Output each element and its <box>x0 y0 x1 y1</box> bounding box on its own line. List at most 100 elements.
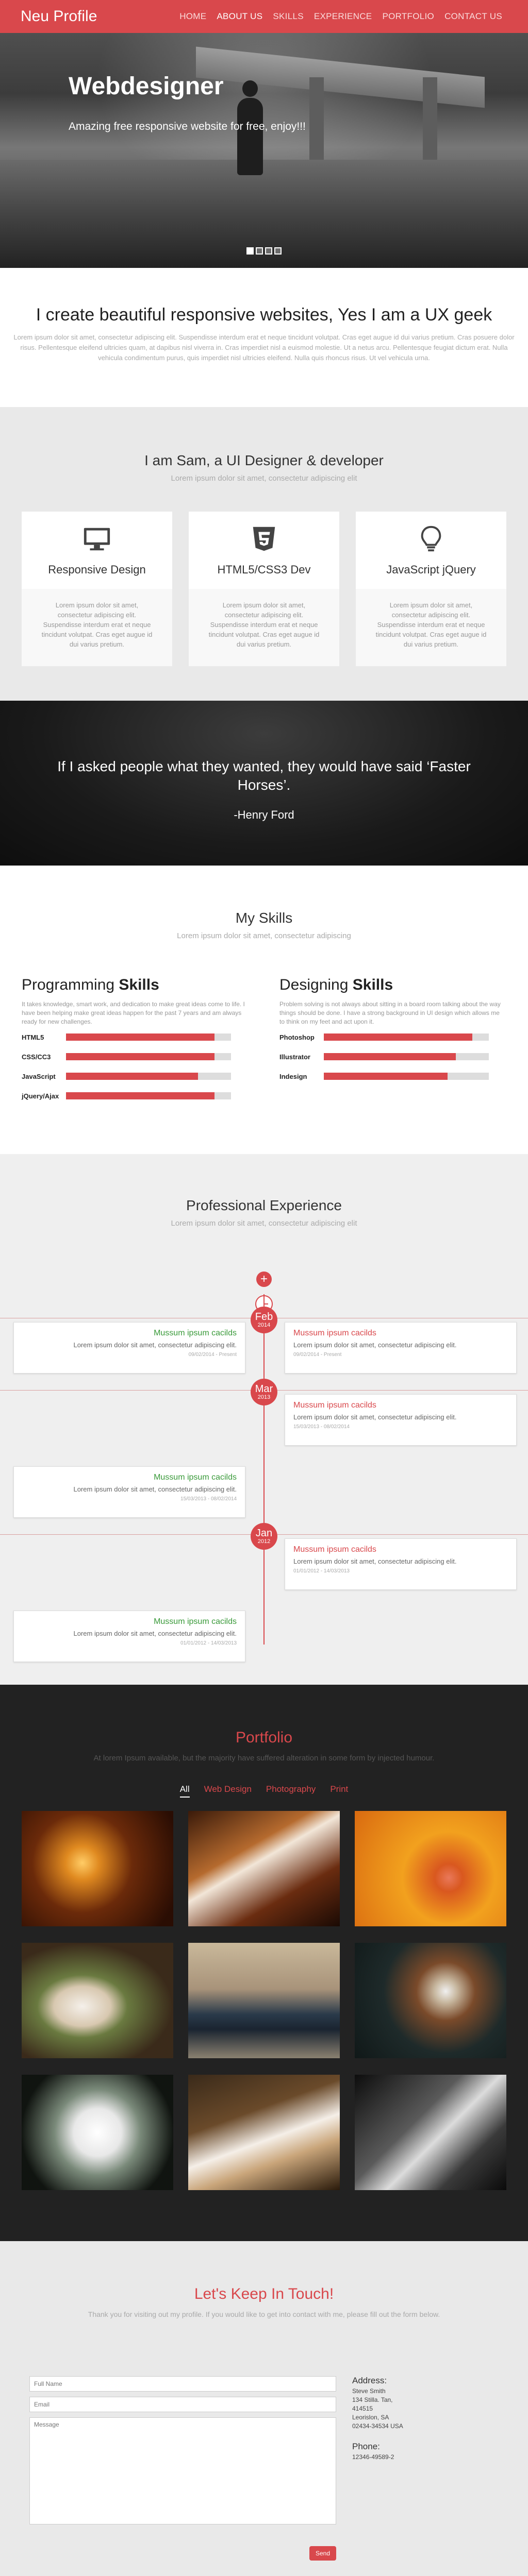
service-card: HTML5/CSS3 Dev Lorem ipsum dolor sit ame… <box>189 512 339 666</box>
email-input[interactable] <box>29 2397 336 2412</box>
portfolio-item-vintage-car[interactable] <box>188 1943 340 2058</box>
main-menu: HOME ABOUT US SKILLS EXPERIENCE PORTFOLI… <box>174 11 507 22</box>
send-button[interactable]: Send <box>309 2546 336 2561</box>
skill-bar-fill <box>66 1073 198 1080</box>
nav-item-skills[interactable]: SKILLS <box>273 11 304 21</box>
quote-text: If I asked people what they wanted, they… <box>57 758 471 793</box>
card-text: Lorem ipsum dolor sit amet, consectetur … <box>375 601 487 648</box>
filter-web-design[interactable]: Web Design <box>204 1784 252 1794</box>
card-header: Responsive Design <box>22 512 172 589</box>
skill-bar-track <box>324 1033 489 1041</box>
intro-section: I create beautiful responsive websites, … <box>0 268 528 407</box>
portfolio-item-cafe-cup[interactable] <box>188 2075 340 2190</box>
timeline-date-badge: Mar 2013 <box>251 1379 277 1405</box>
card-text: Lorem ipsum dolor sit amet, consectetur … <box>208 601 320 648</box>
slider-dot[interactable] <box>256 247 263 255</box>
monitor-icon <box>84 528 110 551</box>
designing-skills: Designing Skills Problem solving is not … <box>279 976 506 1109</box>
slider-dot[interactable] <box>246 247 254 255</box>
timeline-date-badge: Jan 2012 <box>251 1523 277 1550</box>
timeline-entry[interactable]: Mussum ipsum cacilds Lorem ipsum dolor s… <box>285 1538 517 1590</box>
slider-dot[interactable] <box>274 247 282 255</box>
experience-title: Professional Experience <box>186 1197 342 1213</box>
timeline-entry[interactable]: Mussum ipsum cacilds Lorem ipsum dolor s… <box>13 1322 245 1374</box>
skill-bar-row: HTML5 <box>22 1030 249 1044</box>
full-name-input[interactable] <box>29 2376 336 2392</box>
portfolio-subtitle: At lorem Ipsum available, but the majori… <box>93 1754 435 1762</box>
portfolio-item-food-plate[interactable] <box>22 1943 173 2058</box>
designing-skills-heading: Designing Skills <box>279 976 393 993</box>
skill-bar-row: jQuery/Ajax <box>22 1089 249 1103</box>
quote-section: If I asked people what they wanted, they… <box>0 701 528 866</box>
designing-skill-bars: Photoshop Illustrator Indesign <box>279 1030 506 1083</box>
experience-section: Professional Experience Lorem ipsum dolo… <box>0 1154 528 1685</box>
skill-bar-label: jQuery/Ajax <box>22 1092 59 1100</box>
address-line: Leorislon, SA <box>352 2414 389 2421</box>
css3-icon <box>253 527 275 551</box>
portfolio-section: Portfolio At lorem Ipsum available, but … <box>0 1685 528 2241</box>
card-title: Responsive Design <box>48 563 146 576</box>
address-line: 414515 <box>352 2405 373 2412</box>
portfolio-title: Portfolio <box>235 1729 293 1746</box>
portfolio-item-violin[interactable] <box>188 1811 340 1926</box>
address-line: Steve Smith <box>352 2387 386 2395</box>
phone-number: 12346-49589-2 <box>352 2453 394 2461</box>
timeline-entry[interactable]: Mussum ipsum cacilds Lorem ipsum dolor s… <box>13 1611 245 1662</box>
hero-subtitle: Amazing free responsive website for free… <box>69 121 306 132</box>
contact-section: Let's Keep In Touch! Thank you for visit… <box>0 2241 528 2576</box>
programming-skill-bars: HTML5 CSS/CC3 JavaScript jQuery/Ajax <box>22 1030 249 1103</box>
lightbulb-icon <box>421 526 441 552</box>
timeline-date-badge: Feb 2014 <box>251 1307 277 1333</box>
portfolio-item-coffee-cup[interactable] <box>355 1943 506 2058</box>
timeline-entry[interactable]: Mussum ipsum cacilds Lorem ipsum dolor s… <box>285 1322 517 1374</box>
quote-author: -Henry Ford <box>234 808 294 821</box>
skill-bar-track <box>66 1053 231 1060</box>
message-textarea[interactable] <box>29 2417 336 2524</box>
filter-photography[interactable]: Photography <box>266 1784 316 1794</box>
phone-label: Phone: <box>352 2442 380 2451</box>
nav-item-about-us[interactable]: ABOUT US <box>217 11 263 21</box>
portfolio-item-lamp[interactable] <box>22 1811 173 1926</box>
hero-person-silhouette <box>237 80 263 175</box>
card-title: JavaScript jQuery <box>386 563 476 576</box>
programming-skills: Programming Skills It takes knowledge, s… <box>22 976 249 1109</box>
skill-bar-fill <box>324 1073 448 1080</box>
skill-bar-label: Photoshop <box>279 1033 315 1041</box>
skill-bar-row: CSS/CC3 <box>22 1050 249 1063</box>
skill-bar-fill <box>324 1053 456 1060</box>
timeline-entry[interactable]: Mussum ipsum cacilds Lorem ipsum dolor s… <box>13 1466 245 1518</box>
service-cards: Responsive Design Lorem ipsum dolor sit … <box>22 512 506 666</box>
filter-all[interactable]: All <box>179 1784 190 1798</box>
filter-print[interactable]: Print <box>330 1784 349 1794</box>
skill-bar-label: CSS/CC3 <box>22 1053 51 1061</box>
slider-dot[interactable] <box>265 247 272 255</box>
skill-bar-track <box>66 1073 231 1080</box>
nav-item-home[interactable]: HOME <box>179 11 207 21</box>
skill-bar-track <box>324 1073 489 1080</box>
skill-bar-fill <box>66 1053 214 1060</box>
slider-dots <box>246 247 282 255</box>
skill-bar-fill <box>66 1092 214 1099</box>
skill-bar-track <box>324 1053 489 1060</box>
skill-bar-fill <box>324 1033 472 1041</box>
portfolio-filters: All Web Design Photography Print <box>0 1784 528 1798</box>
portfolio-item-heart-cookie[interactable] <box>355 1811 506 1926</box>
address-label: Address: <box>352 2376 387 2385</box>
about-section: I am Sam, a UI Designer & developer Lore… <box>0 407 528 701</box>
skill-bar-label: Indesign <box>279 1072 307 1080</box>
nav-item-portfolio[interactable]: PORTFOLIO <box>382 11 435 21</box>
skill-bar-label: JavaScript <box>22 1072 56 1080</box>
timeline-plus-button[interactable]: + <box>256 1272 272 1287</box>
skill-bar-row: Illustrator <box>279 1050 506 1063</box>
portfolio-item-hand[interactable] <box>355 2075 506 2190</box>
skill-bar-track <box>66 1092 231 1099</box>
card-header: JavaScript jQuery <box>356 512 506 589</box>
nav-item-experience[interactable]: EXPERIENCE <box>314 11 372 21</box>
address-line: 134 Stilla. Tan, <box>352 2396 393 2403</box>
skill-bar-label: HTML5 <box>22 1033 44 1041</box>
site-logo[interactable]: Neu Profile <box>21 8 97 25</box>
portfolio-grid <box>22 1811 506 2190</box>
portfolio-item-white-flowers[interactable] <box>22 2075 173 2190</box>
timeline-entry[interactable]: Mussum ipsum cacilds Lorem ipsum dolor s… <box>285 1394 517 1446</box>
nav-item-contact-us[interactable]: CONTACT US <box>444 11 502 21</box>
